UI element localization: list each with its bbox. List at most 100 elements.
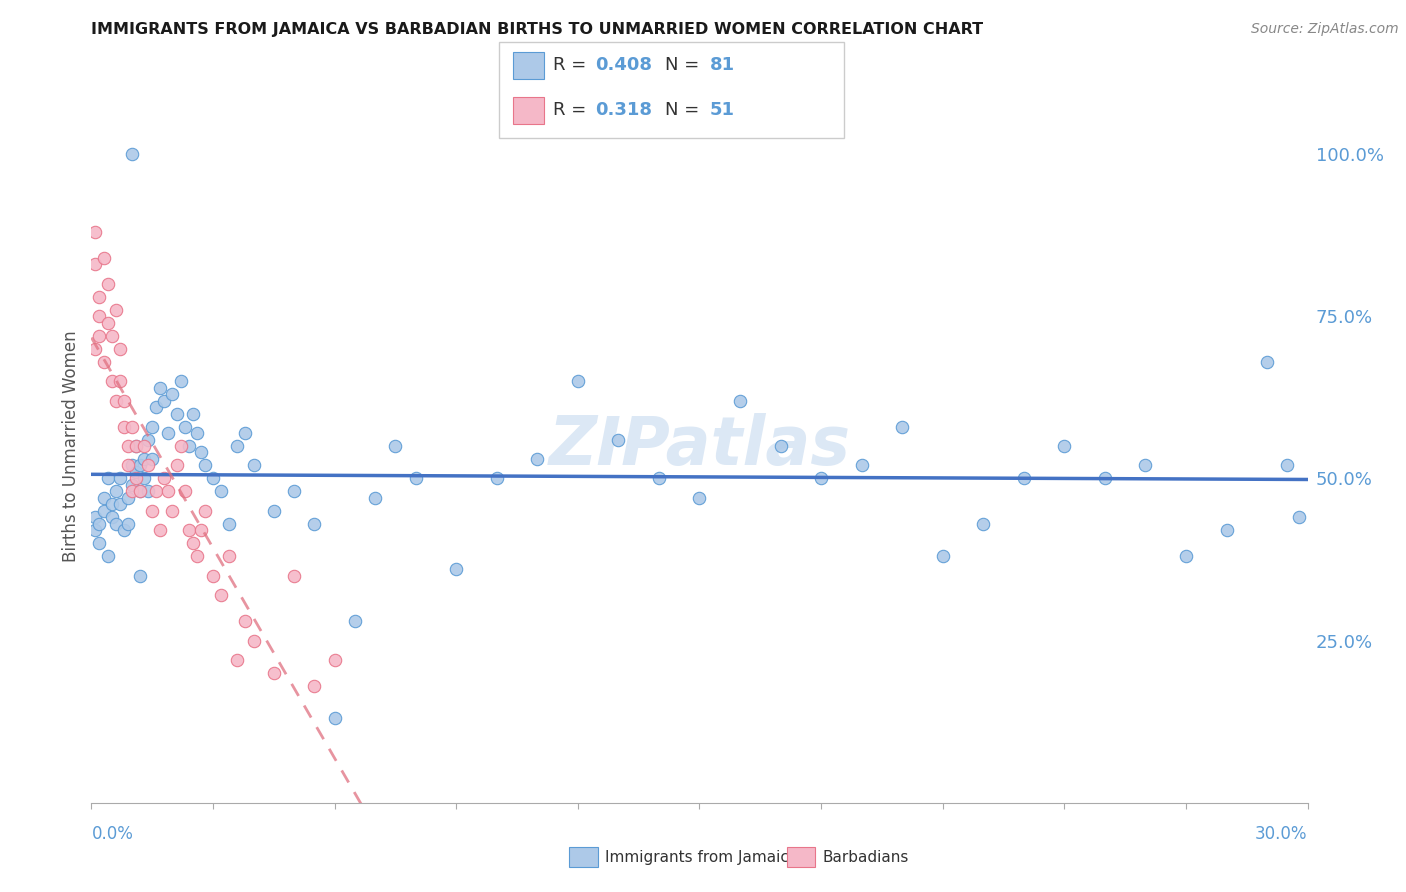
Point [218, 549, 240, 564]
Point [121, 478, 143, 492]
Point [1288, 510, 1310, 524]
Point [136, 458, 159, 473]
Point [129, 484, 152, 499]
Point [190, 445, 212, 459]
Point [1053, 439, 1076, 453]
Point [190, 524, 212, 538]
Point [364, 491, 387, 505]
Point [283, 484, 305, 499]
Point [304, 679, 326, 693]
Point [104, 302, 127, 317]
Point [104, 516, 127, 531]
Point [93, 251, 115, 265]
Point [235, 425, 257, 440]
Point [104, 484, 127, 499]
Point [157, 425, 180, 440]
Point [153, 471, 176, 485]
Point [177, 524, 200, 538]
Point [648, 471, 671, 485]
Point [125, 471, 148, 485]
Point [108, 342, 131, 356]
Point [104, 393, 127, 408]
Point [181, 536, 204, 550]
Text: 0.408: 0.408 [595, 56, 652, 74]
Point [136, 484, 159, 499]
Point [93, 354, 115, 368]
Point [162, 387, 184, 401]
Point [157, 484, 180, 499]
Point [209, 588, 232, 602]
Point [728, 393, 751, 408]
Point [112, 419, 135, 434]
Point [121, 484, 143, 499]
Point [567, 374, 589, 388]
Point [132, 452, 155, 467]
Point [304, 516, 326, 531]
Point [84, 342, 107, 356]
Point [84, 225, 107, 239]
Point [444, 562, 467, 576]
Text: N =: N = [665, 56, 704, 74]
Point [169, 374, 191, 388]
Point [169, 439, 191, 453]
Point [194, 504, 217, 518]
Point [89, 536, 111, 550]
Point [117, 516, 139, 531]
Point [93, 504, 115, 518]
Point [89, 516, 111, 531]
Point [89, 310, 111, 324]
Point [117, 491, 139, 505]
Text: Immigrants from Jamaica: Immigrants from Jamaica [605, 850, 797, 864]
Point [97, 316, 120, 330]
Point [384, 439, 406, 453]
Text: Barbadians: Barbadians [823, 850, 908, 864]
Point [526, 452, 548, 467]
Point [141, 419, 163, 434]
Point [851, 458, 873, 473]
Point [177, 439, 200, 453]
Point [129, 458, 152, 473]
Point [202, 471, 225, 485]
Point [100, 374, 122, 388]
Point [242, 458, 264, 473]
Point [108, 471, 131, 485]
Point [218, 516, 240, 531]
Point [121, 458, 143, 473]
Text: 81: 81 [710, 56, 735, 74]
Point [173, 419, 195, 434]
Text: R =: R = [553, 56, 592, 74]
Text: ZIPatlas: ZIPatlas [548, 413, 851, 479]
Point [84, 524, 107, 538]
Point [931, 549, 953, 564]
Text: Source: ZipAtlas.com: Source: ZipAtlas.com [1251, 22, 1399, 37]
Point [263, 504, 285, 518]
Point [141, 452, 163, 467]
Point [112, 524, 135, 538]
Point [173, 484, 195, 499]
Point [194, 458, 217, 473]
Point [688, 491, 710, 505]
Point [1012, 471, 1035, 485]
Point [149, 524, 172, 538]
Text: IMMIGRANTS FROM JAMAICA VS BARBADIAN BIRTHS TO UNMARRIED WOMEN CORRELATION CHART: IMMIGRANTS FROM JAMAICA VS BARBADIAN BIR… [91, 22, 984, 37]
Point [485, 471, 508, 485]
Point [1256, 354, 1278, 368]
Text: 51: 51 [710, 102, 735, 120]
Point [810, 471, 832, 485]
Point [166, 407, 188, 421]
Point [186, 425, 208, 440]
Point [100, 328, 122, 343]
Point [343, 614, 366, 628]
Point [1135, 458, 1157, 473]
Point [125, 439, 148, 453]
Point [132, 471, 155, 485]
Point [125, 465, 148, 479]
Text: 0.318: 0.318 [595, 102, 652, 120]
Point [84, 510, 107, 524]
Point [226, 439, 249, 453]
Text: 30.0%: 30.0% [1256, 825, 1308, 843]
Point [112, 393, 135, 408]
Point [100, 497, 122, 511]
Point [108, 497, 131, 511]
Point [891, 419, 914, 434]
